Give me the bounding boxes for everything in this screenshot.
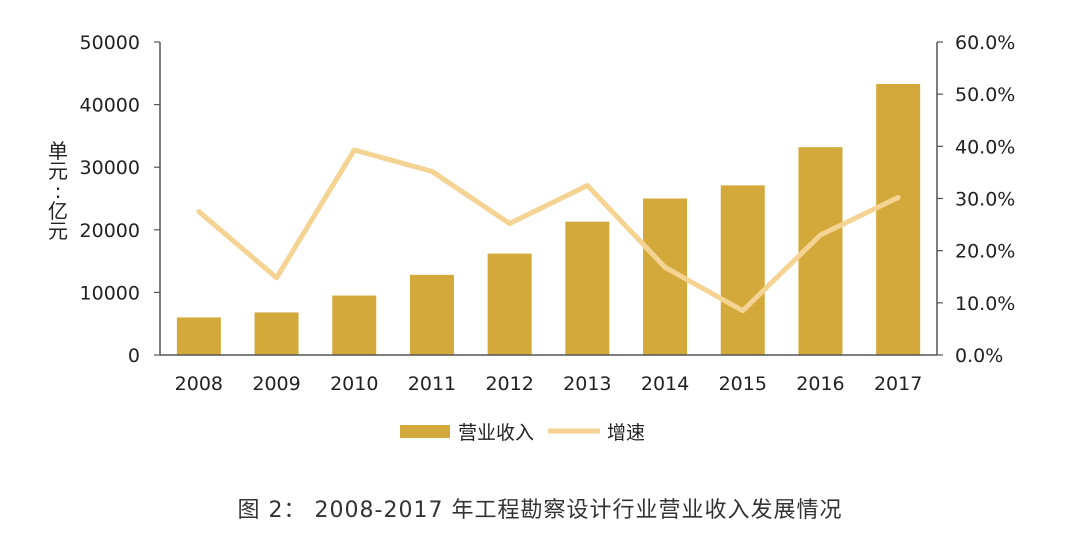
legend: 营业收入 增速 — [400, 422, 645, 444]
x-tick-label: 2010 — [330, 373, 378, 395]
bars-layer — [176, 83, 921, 355]
y-tick-label: 20000 — [80, 220, 140, 242]
bar-2009 — [254, 312, 299, 355]
figure-caption: 图 2： 2008-2017 年工程勘察设计行业营业收入发展情况 — [0, 492, 1080, 524]
legend-line-label: 增速 — [607, 422, 645, 444]
bar-2010 — [332, 295, 377, 355]
growth-line — [196, 147, 901, 314]
bar-2013 — [565, 221, 610, 355]
x-tick-label: 2008 — [175, 373, 223, 395]
y-tick-label: 30000 — [80, 157, 140, 179]
y-axis-label: 单元:亿元 — [48, 139, 68, 243]
bar-2011 — [409, 274, 454, 355]
bar-2008 — [176, 317, 221, 355]
x-tick-label: 2013 — [563, 373, 611, 395]
y2-tick-label: 40.0% — [955, 136, 1015, 158]
y-tick-label: 40000 — [80, 95, 140, 117]
x-tick-label: 2017 — [874, 373, 922, 395]
y2-tick-label: 60.0% — [955, 32, 1015, 54]
caption-prefix: 图 2： — [237, 498, 307, 523]
x-tick-label: 2011 — [408, 373, 456, 395]
x-tick-label: 2012 — [485, 373, 533, 395]
x-tick-label: 2016 — [796, 373, 844, 395]
y-tick-label: 50000 — [80, 32, 140, 54]
x-tick-label: 2014 — [641, 373, 689, 395]
legend-bar-swatch — [400, 425, 450, 438]
y2-tick-label: 20.0% — [955, 241, 1015, 263]
x-tick-label: 2009 — [252, 373, 300, 395]
x-tick-label: 2015 — [719, 373, 767, 395]
y-tick-label: 0 — [128, 345, 140, 367]
caption-text: 2008-2017 年工程勘察设计行业营业收入发展情况 — [314, 498, 843, 523]
y2-tick-label: 50.0% — [955, 84, 1015, 106]
legend-bar-label: 营业收入 — [458, 422, 534, 444]
y-tick-label: 10000 — [80, 282, 140, 304]
bar-2015 — [720, 185, 765, 355]
y2-tick-label: 30.0% — [955, 189, 1015, 211]
line-layer — [196, 147, 901, 314]
axes-layer: 0 10000 20000 30000 40000 50000 0.0% 10.0% 20.0%… — [48, 32, 1015, 395]
y2-tick-label: 0.0% — [955, 345, 1003, 367]
chart: 0 10000 20000 30000 40000 50000 0.0% 10.0% 20.0%… — [48, 32, 1015, 444]
y2-tick-label: 10.0% — [955, 293, 1015, 315]
bar-2017 — [876, 83, 921, 355]
bar-2012 — [487, 253, 532, 355]
